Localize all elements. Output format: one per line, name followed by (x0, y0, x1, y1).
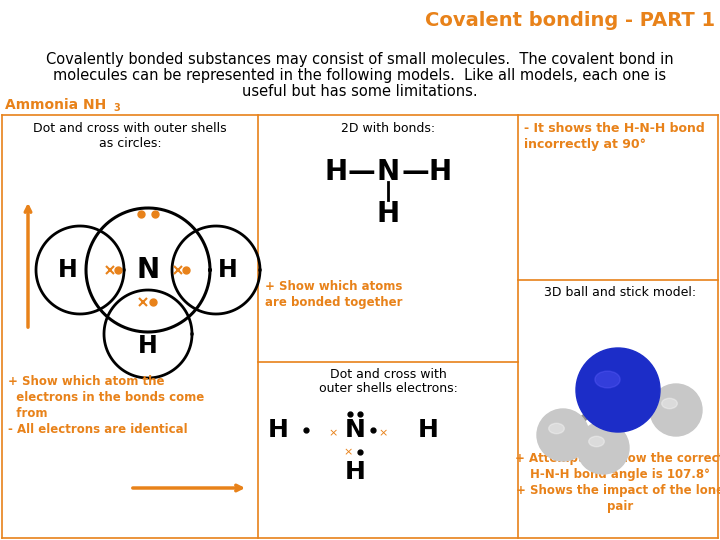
Text: 2D with bonds:: 2D with bonds: (341, 122, 435, 135)
Text: 3: 3 (113, 103, 120, 113)
Text: H: H (325, 158, 348, 186)
Text: + Attempts to show the correct: + Attempts to show the correct (516, 452, 720, 465)
Text: —: — (347, 158, 375, 186)
Text: Ammonia NH: Ammonia NH (5, 98, 107, 112)
Circle shape (650, 384, 702, 436)
Text: ×: × (343, 447, 353, 457)
Text: 3D ball and stick model:: 3D ball and stick model: (544, 286, 696, 299)
Circle shape (576, 348, 660, 432)
Text: useful but has some limitations.: useful but has some limitations. (242, 84, 478, 99)
Circle shape (577, 422, 629, 474)
Text: Dot and cross with outer shells
as circles:: Dot and cross with outer shells as circl… (33, 122, 227, 150)
Text: - It shows the H-N-H bond: - It shows the H-N-H bond (524, 122, 705, 135)
Text: H: H (58, 258, 78, 282)
Text: H: H (428, 158, 451, 186)
Text: ×: × (378, 428, 387, 438)
Text: incorrectly at 90°: incorrectly at 90° (524, 138, 646, 151)
Text: N: N (377, 158, 400, 186)
Ellipse shape (662, 399, 678, 409)
Text: + Show which atoms: + Show which atoms (265, 280, 402, 293)
Circle shape (537, 409, 589, 461)
Text: H: H (268, 418, 289, 442)
Ellipse shape (549, 423, 564, 434)
Text: H: H (377, 200, 400, 228)
Text: H-N-H bond angle is 107.8°: H-N-H bond angle is 107.8° (530, 468, 710, 481)
Ellipse shape (595, 371, 620, 388)
Text: N: N (136, 256, 160, 284)
Text: H: H (345, 460, 366, 484)
Text: + Show which atom the: + Show which atom the (8, 375, 164, 388)
Text: —: — (401, 158, 429, 186)
Text: - All electrons are identical: - All electrons are identical (8, 423, 188, 436)
Text: H: H (418, 418, 438, 442)
Text: outer shells electrons:: outer shells electrons: (318, 382, 457, 395)
Text: ×: × (328, 428, 338, 438)
Ellipse shape (589, 436, 604, 447)
Text: pair: pair (607, 500, 633, 513)
Text: from: from (8, 407, 48, 420)
Text: Dot and cross with: Dot and cross with (330, 368, 446, 381)
Text: molecules can be represented in the following models.  Like all models, each one: molecules can be represented in the foll… (53, 68, 667, 83)
Text: electrons in the bonds come: electrons in the bonds come (8, 391, 204, 404)
Text: Covalent bonding - PART 1: Covalent bonding - PART 1 (425, 10, 715, 30)
Text: H: H (218, 258, 238, 282)
Text: Covalently bonded substances may consist of small molecules.  The covalent bond : Covalently bonded substances may consist… (46, 52, 674, 67)
Text: are bonded together: are bonded together (265, 296, 402, 309)
Text: + Shows the impact of the lone: + Shows the impact of the lone (516, 484, 720, 497)
Text: N: N (345, 418, 366, 442)
Text: H: H (138, 334, 158, 358)
